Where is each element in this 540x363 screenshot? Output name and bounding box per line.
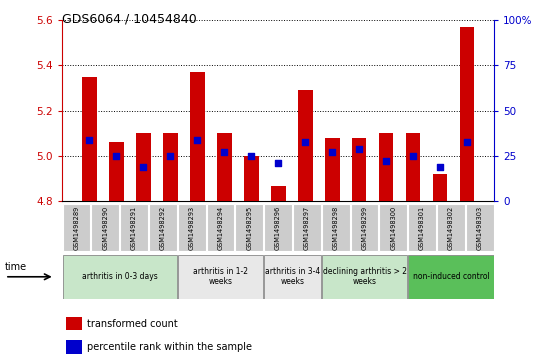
Text: arthritis in 0-3 days: arthritis in 0-3 days <box>82 272 158 281</box>
Point <box>463 139 471 145</box>
Point <box>436 164 444 170</box>
Bar <box>190 72 205 201</box>
Bar <box>325 138 340 201</box>
Text: GSM1498294: GSM1498294 <box>218 206 224 250</box>
Text: GSM1498290: GSM1498290 <box>102 206 109 250</box>
Bar <box>408 204 436 251</box>
Text: non-induced control: non-induced control <box>413 272 489 281</box>
Bar <box>408 255 494 298</box>
Text: GSM1498289: GSM1498289 <box>73 206 79 250</box>
Text: GSM1498291: GSM1498291 <box>131 206 137 250</box>
Bar <box>264 204 292 251</box>
Text: GSM1498296: GSM1498296 <box>275 206 281 250</box>
Text: GSM1498297: GSM1498297 <box>304 206 310 250</box>
Bar <box>244 156 259 201</box>
Bar <box>178 255 263 298</box>
Bar <box>271 185 286 201</box>
Text: GSM1498299: GSM1498299 <box>361 206 368 250</box>
Text: GSM1498295: GSM1498295 <box>246 206 252 250</box>
Bar <box>460 27 475 201</box>
Point <box>112 153 120 159</box>
Text: percentile rank within the sample: percentile rank within the sample <box>87 342 252 352</box>
Bar <box>433 174 448 201</box>
Bar <box>350 204 379 251</box>
Bar <box>322 255 407 298</box>
Bar <box>91 204 119 251</box>
Text: GSM1498292: GSM1498292 <box>160 206 166 250</box>
Bar <box>466 204 494 251</box>
Text: arthritis in 1-2
weeks: arthritis in 1-2 weeks <box>193 267 248 286</box>
Point <box>301 139 309 145</box>
Bar <box>109 142 124 201</box>
Bar <box>379 133 394 201</box>
Bar <box>352 138 367 201</box>
Text: GSM1498300: GSM1498300 <box>390 206 396 250</box>
Bar <box>66 317 82 330</box>
Bar <box>322 204 349 251</box>
Bar <box>235 204 263 251</box>
Point <box>193 137 201 143</box>
Point <box>85 137 93 143</box>
Point <box>139 164 147 170</box>
Bar <box>264 255 321 298</box>
Bar <box>120 204 148 251</box>
Bar <box>293 204 321 251</box>
Text: GSM1498302: GSM1498302 <box>448 206 454 250</box>
Text: arthritis in 3-4
weeks: arthritis in 3-4 weeks <box>265 267 320 286</box>
Bar <box>207 204 234 251</box>
Point <box>166 153 174 159</box>
Point <box>355 146 363 152</box>
Bar <box>178 204 206 251</box>
Bar <box>63 255 177 298</box>
Bar <box>136 133 151 201</box>
Text: GSM1498293: GSM1498293 <box>188 206 195 250</box>
Text: GSM1498298: GSM1498298 <box>333 206 339 250</box>
Bar <box>406 133 421 201</box>
Point <box>274 160 282 166</box>
Text: GSM1498301: GSM1498301 <box>419 206 425 250</box>
Bar <box>66 340 82 354</box>
Text: time: time <box>5 262 27 272</box>
Bar <box>63 204 90 251</box>
Point <box>328 148 336 154</box>
Bar <box>82 77 97 201</box>
Text: transformed count: transformed count <box>87 318 178 329</box>
Bar <box>217 133 232 201</box>
Bar <box>149 204 177 251</box>
Point <box>382 158 390 163</box>
Point <box>409 153 417 159</box>
Text: GSM1498303: GSM1498303 <box>477 206 483 250</box>
Bar <box>298 90 313 201</box>
Bar <box>437 204 465 251</box>
Text: GDS6064 / 10454840: GDS6064 / 10454840 <box>62 13 197 26</box>
Bar <box>163 133 178 201</box>
Bar <box>380 204 407 251</box>
Point <box>220 148 228 154</box>
Point <box>247 153 255 159</box>
Text: declining arthritis > 2
weeks: declining arthritis > 2 weeks <box>322 267 407 286</box>
